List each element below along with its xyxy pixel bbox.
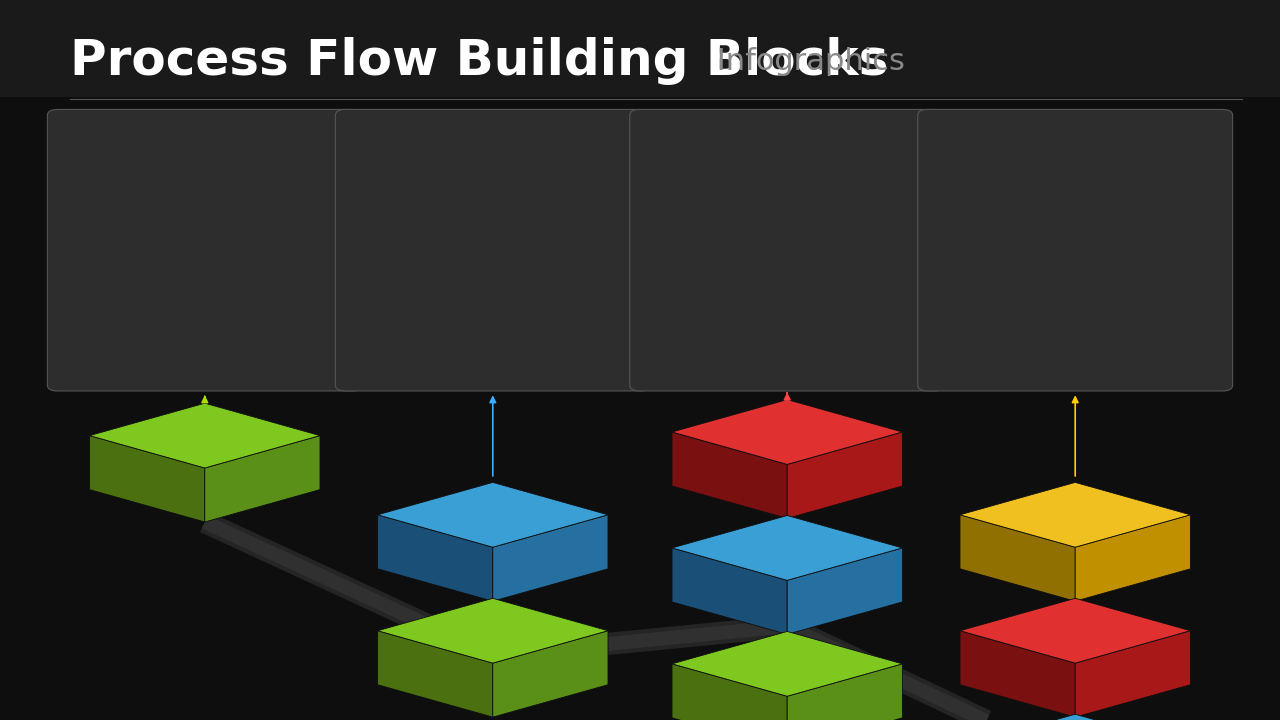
Polygon shape <box>960 714 1190 720</box>
Text: Track performance metrics
to find weaknesses.
Implement changes for
ongoing opti: Track performance metrics to find weakne… <box>986 263 1165 330</box>
Polygon shape <box>378 482 608 547</box>
Polygon shape <box>672 664 787 720</box>
Polygon shape <box>787 664 902 720</box>
Polygon shape <box>787 432 902 518</box>
Polygon shape <box>960 515 1075 601</box>
Text: Foundation Setup: Foundation Setup <box>111 144 298 163</box>
Text: Infographics: Infographics <box>707 47 905 76</box>
Polygon shape <box>90 403 320 468</box>
Polygon shape <box>1075 631 1190 717</box>
Polygon shape <box>672 516 902 580</box>
Text: Process Scaling: Process Scaling <box>704 144 870 163</box>
Polygon shape <box>378 631 493 717</box>
Text: Identify project goals and
key requirements.
Allocate resources to
meet initial : Identify project goals and key requireme… <box>120 216 289 283</box>
Polygon shape <box>90 436 205 522</box>
FancyBboxPatch shape <box>47 109 362 391</box>
Polygon shape <box>672 631 902 696</box>
FancyBboxPatch shape <box>0 0 1280 97</box>
Polygon shape <box>960 598 1190 663</box>
FancyBboxPatch shape <box>918 109 1233 391</box>
Polygon shape <box>960 631 1075 717</box>
Polygon shape <box>672 432 787 518</box>
Polygon shape <box>1075 515 1190 601</box>
Text: Expand systems to support
larger operations.
Ensure processes remain
efficient a: Expand systems to support larger operati… <box>696 216 878 283</box>
Polygon shape <box>378 515 493 601</box>
Text: Initial Development: Initial Development <box>389 144 596 163</box>
Polygon shape <box>787 548 902 634</box>
Polygon shape <box>378 598 608 663</box>
Polygon shape <box>960 482 1190 547</box>
Text: Continuous
Improvement: Continuous Improvement <box>1005 144 1146 186</box>
Polygon shape <box>205 436 320 522</box>
FancyBboxPatch shape <box>335 109 650 391</box>
Polygon shape <box>672 400 902 464</box>
Polygon shape <box>493 631 608 717</box>
FancyBboxPatch shape <box>630 109 945 391</box>
Polygon shape <box>493 515 608 601</box>
Text: Process Flow Building Blocks: Process Flow Building Blocks <box>70 37 888 85</box>
Polygon shape <box>672 548 787 634</box>
Text: Develop prototypes to test
core functions.
Refine workflows based on
early feedb: Develop prototypes to test core function… <box>403 216 582 283</box>
